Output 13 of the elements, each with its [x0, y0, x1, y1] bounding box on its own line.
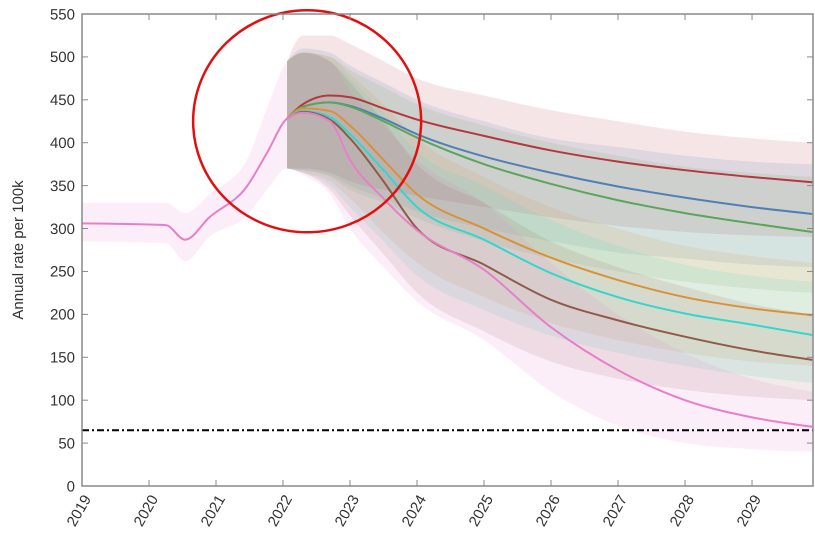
y-tick-label: 50	[58, 435, 75, 452]
y-tick-label: 550	[50, 6, 75, 24]
y-tick-label: 500	[50, 49, 75, 66]
y-tick-label: 200	[50, 306, 75, 324]
y-tick-label: 100	[50, 392, 75, 410]
y-tick-label: 400	[50, 134, 75, 152]
y-tick-label: 150	[50, 350, 75, 367]
y-tick-label: 250	[50, 264, 75, 281]
y-tick-label: 350	[50, 178, 75, 195]
y-axis-title: Annual rate per 100k	[10, 180, 27, 320]
y-tick-label: 0	[66, 478, 75, 496]
y-tick-label: 450	[50, 92, 75, 110]
y-tick-label: 300	[50, 220, 75, 238]
